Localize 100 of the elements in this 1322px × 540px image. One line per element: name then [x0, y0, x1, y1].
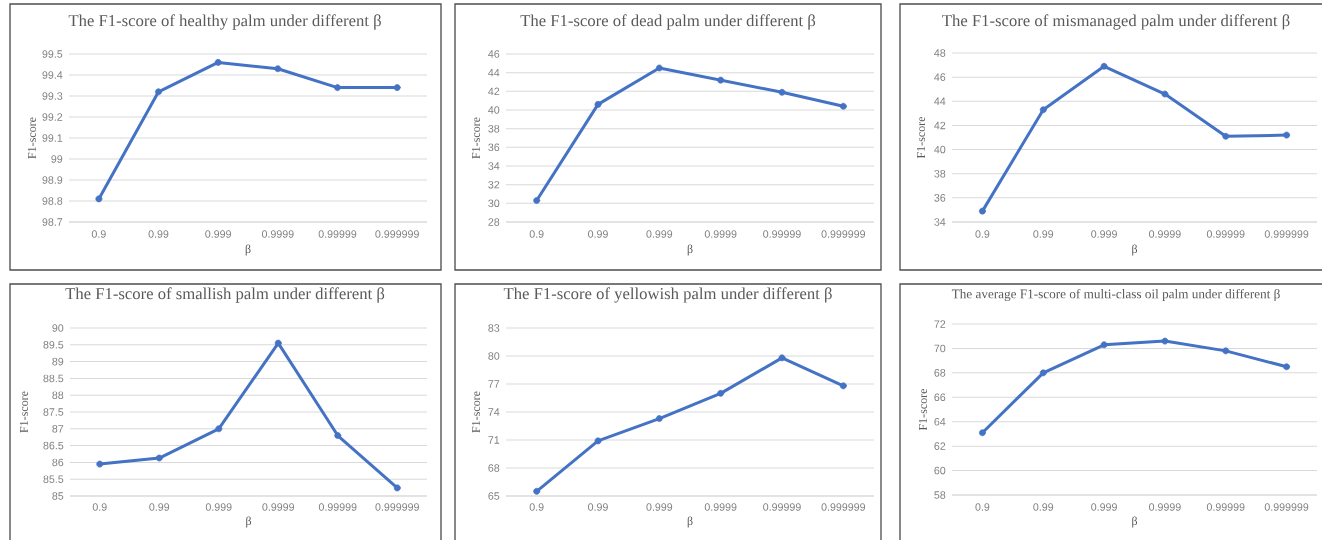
point	[1283, 363, 1290, 371]
point	[655, 415, 663, 422]
point	[778, 354, 786, 362]
point	[979, 207, 986, 215]
y-tick-label: 99.1	[42, 134, 63, 142]
point	[979, 429, 986, 437]
y-axis-title: F1-score	[19, 391, 29, 433]
y-tick-label: 68	[488, 464, 500, 472]
y-tick-label: 38	[488, 124, 500, 133]
y-tick-label: 46	[934, 73, 946, 81]
point	[839, 382, 847, 390]
y-tick-label: 88	[52, 391, 64, 399]
point	[1039, 369, 1047, 377]
point	[215, 425, 223, 433]
y-tick-label: 74	[488, 408, 500, 416]
point	[1100, 341, 1108, 349]
x-tick-label: 0.99	[1033, 503, 1054, 511]
point	[594, 437, 602, 445]
y-tick-label: 87.5	[43, 408, 64, 416]
y-tick-label: 99.4	[42, 71, 63, 79]
y-tick-label: 60	[934, 466, 946, 475]
y-tick-label: 66	[934, 393, 946, 402]
x-tick-label: 0.9999	[1149, 230, 1181, 238]
y-tick-label: 83	[488, 324, 500, 332]
chart-title: The F1-score of healthy palm under different β	[68, 14, 381, 30]
x-tick-label: 0.9	[91, 230, 106, 238]
point	[717, 76, 725, 84]
point	[393, 84, 401, 92]
y-tick-label: 90	[52, 324, 64, 332]
x-tick-label: 0.99999	[763, 503, 801, 511]
y-tick-label: 80	[488, 352, 500, 360]
point	[1283, 131, 1290, 139]
y-tick-label: 36	[934, 194, 946, 202]
y-axis-title: F1-score	[27, 117, 37, 159]
x-tick-label: 0.9999	[262, 503, 295, 511]
y-tick-label: 42	[934, 121, 946, 130]
point	[533, 197, 541, 204]
y-tick-label: 48	[934, 49, 946, 57]
point	[594, 100, 602, 108]
point	[393, 484, 401, 492]
point	[334, 432, 342, 439]
point	[533, 487, 541, 495]
y-tick-label: 89.5	[43, 341, 64, 349]
y-tick-label: 87	[52, 425, 64, 433]
y-axis-title: F1-score	[917, 116, 926, 159]
x-tick-label: 0.999999	[1264, 503, 1309, 511]
x-tick-label: 0.99999	[1206, 230, 1245, 238]
y-tick-label: 44	[488, 68, 500, 77]
x-tick-label: 0.9	[975, 503, 990, 511]
y-tick-label: 77	[488, 380, 500, 388]
x-tick-label: 0.9999	[704, 230, 737, 238]
x-axis-title: β	[687, 244, 693, 256]
y-tick-label: 88.5	[43, 374, 64, 383]
y-tick-label: 34	[488, 162, 500, 170]
y-tick-label: 99.2	[42, 113, 63, 121]
x-tick-label: 0.99	[1033, 230, 1054, 238]
y-tick-label: 98.7	[42, 218, 63, 226]
point	[95, 195, 103, 203]
point	[1222, 132, 1230, 140]
y-tick-label: 99	[51, 155, 63, 163]
x-tick-label: 0.9999	[704, 503, 737, 511]
point	[334, 84, 341, 92]
y-tick-label: 86	[52, 458, 64, 467]
y-tick-label: 72	[934, 320, 946, 328]
point	[1222, 347, 1230, 355]
y-tick-label: 40	[934, 145, 946, 154]
y-tick-label: 58	[934, 491, 946, 499]
point	[839, 102, 847, 110]
y-tick-label: 64	[934, 417, 946, 426]
point	[274, 339, 282, 347]
y-tick-label: 36	[488, 143, 500, 152]
y-tick-label: 34	[934, 218, 946, 226]
y-tick-label: 70	[934, 344, 946, 353]
y-tick-label: 46	[488, 50, 500, 58]
x-tick-label: 0.99	[588, 230, 608, 238]
y-tick-label: 86.5	[43, 441, 64, 450]
point	[155, 88, 162, 96]
point	[1100, 62, 1108, 70]
y-tick-label: 65	[488, 492, 500, 500]
y-tick-label: 40	[488, 106, 500, 114]
x-tick-label: 0.999999	[1264, 230, 1309, 238]
x-tick-label: 0.99	[148, 230, 169, 238]
x-tick-label: 0.9	[529, 230, 544, 238]
point	[717, 389, 725, 397]
point	[214, 59, 222, 66]
y-tick-label: 71	[488, 436, 500, 444]
y-tick-label: 98.8	[42, 197, 63, 205]
x-tick-label: 0.9	[92, 503, 107, 511]
y-tick-label: 98.9	[42, 176, 63, 184]
x-tick-label: 0.999	[1091, 503, 1117, 511]
x-tick-label: 0.999999	[375, 503, 419, 511]
x-tick-label: 0.999	[1091, 230, 1117, 238]
x-tick-label: 0.99	[149, 503, 170, 511]
point	[655, 64, 663, 72]
y-tick-label: 62	[934, 442, 946, 450]
point	[96, 460, 104, 468]
x-axis-title: β	[1132, 244, 1138, 256]
x-tick-label: 0.999	[205, 230, 231, 238]
y-tick-label: 85.5	[43, 475, 64, 483]
x-axis-title: β	[246, 516, 252, 528]
